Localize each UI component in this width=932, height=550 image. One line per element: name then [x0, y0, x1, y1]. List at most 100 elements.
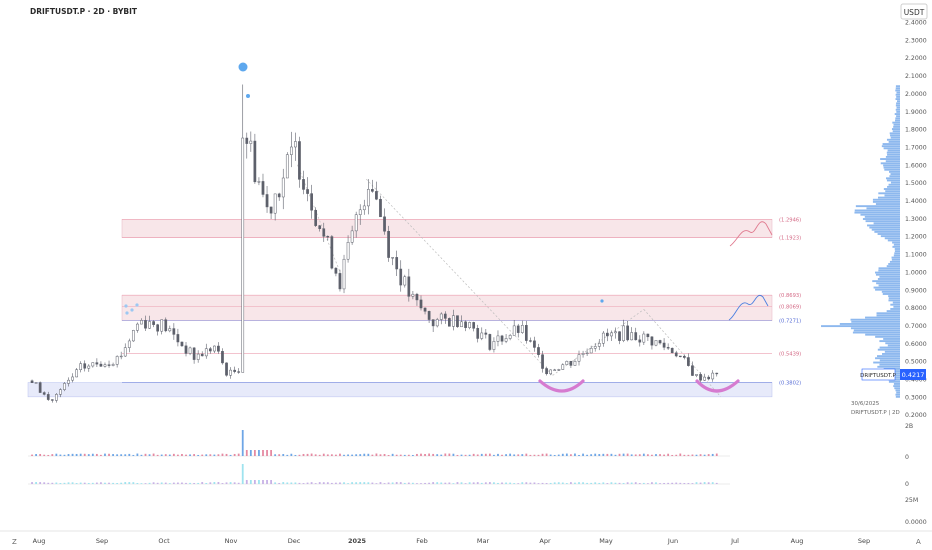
- profile-bar: [888, 263, 900, 265]
- profile-bar: [890, 303, 900, 306]
- fib-labels: (1.2946) (1.1923) (0.8693) (0.8069) (0.7271)…: [779, 217, 801, 386]
- candle-body: [289, 146, 293, 155]
- volume-bar-secondary: [322, 482, 325, 484]
- volume-bar: [193, 454, 196, 456]
- volume-bar: [428, 453, 431, 456]
- volume-bar-secondary: [108, 482, 110, 484]
- candle-body: [383, 216, 386, 232]
- volume-bar: [104, 453, 106, 456]
- candle-body: [156, 324, 159, 332]
- profile-bar: [852, 331, 900, 334]
- volume-bar: [282, 454, 285, 456]
- volume-bar: [83, 453, 86, 456]
- volume-bar-secondary: [306, 482, 309, 484]
- profile-bar: [895, 393, 900, 396]
- volume-bar: [217, 454, 220, 456]
- zone-pink: [121, 219, 773, 238]
- volume-bar: [237, 453, 240, 456]
- candle-body: [318, 225, 322, 229]
- candle-body: [273, 193, 277, 214]
- volume-bar: [667, 453, 670, 456]
- volume-bar: [91, 453, 94, 456]
- volume-bar: [120, 454, 123, 456]
- candle-body: [411, 293, 415, 297]
- volume-bar-secondary: [651, 482, 653, 484]
- current-symbol-badge: [861, 368, 896, 381]
- volume-bar-secondary: [363, 482, 366, 484]
- profile-bar: [877, 278, 900, 280]
- price-tick-label: 1.7000: [905, 144, 927, 151]
- price-scale[interactable]: 2.4000 2.3000 2.2000 2.1000 2.0000 1.9000 1.80…: [905, 20, 927, 420]
- candle-body: [38, 382, 42, 393]
- volume-bar-secondary: [262, 480, 264, 484]
- watermark-date: 30/6/2025: [851, 401, 880, 407]
- volume-bar: [383, 454, 386, 456]
- may-marker: [600, 299, 604, 303]
- volume-bar: [529, 454, 532, 456]
- volume-bar: [468, 454, 471, 456]
- candle-body: [75, 369, 78, 378]
- volume-bar-secondary: [578, 482, 580, 484]
- volume-bar-secondary: [278, 482, 281, 484]
- volume-bar-secondary: [31, 482, 33, 484]
- profile-bar: [892, 121, 900, 124]
- volume-bar: [51, 454, 54, 456]
- volume-bar: [517, 454, 520, 456]
- candle-body: [650, 336, 654, 346]
- volume-bar-secondary: [55, 482, 58, 484]
- candle-body: [448, 318, 451, 327]
- price-tick-label: 1.9000: [905, 109, 927, 116]
- volume-bar-secondary: [172, 482, 175, 484]
- volume-bar: [448, 453, 451, 456]
- bottom-arc-april: [538, 379, 585, 393]
- profile-bar: [884, 194, 900, 197]
- candle-body: [281, 177, 285, 198]
- profile-bar: [875, 273, 900, 276]
- candle-body: [184, 345, 188, 354]
- volume-bar-secondary: [326, 482, 329, 484]
- volume-bar-secondary: [120, 482, 123, 484]
- profile-bar: [891, 128, 900, 130]
- candle-body: [229, 369, 232, 376]
- volume-bar: [411, 454, 414, 456]
- sep-marker: [135, 303, 139, 307]
- volume-bar: [148, 454, 151, 456]
- volume-bar-secondary: [570, 482, 572, 484]
- candle-body: [350, 230, 354, 243]
- watermark-symbol: DRIFTUSDT.P | 2D: [851, 410, 900, 416]
- volume-bar-secondary: [602, 482, 605, 484]
- candle-body: [573, 360, 577, 366]
- candle-body: [427, 311, 431, 320]
- time-axis-label: Aug: [791, 537, 804, 545]
- profile-bar: [839, 323, 900, 325]
- time-axis[interactable]: Aug Sep Oct Nov Dec 2025 Feb Mar Apr May Jun Jul Aug…: [33, 537, 870, 545]
- volume-bar: [533, 454, 536, 456]
- profile-bar: [862, 218, 900, 220]
- candle-body: [541, 354, 544, 369]
- volume-bar-secondary: [128, 482, 131, 484]
- volume-bar-secondary: [428, 482, 431, 484]
- volume-bar-secondary: [302, 483, 305, 484]
- candle-body: [306, 189, 309, 194]
- sep-marker: [124, 304, 128, 308]
- volume-bar-secondary: [71, 482, 74, 484]
- volume-bar: [687, 454, 690, 456]
- candle-body: [50, 399, 54, 401]
- price-tick-label: 1.6000: [905, 162, 927, 169]
- profile-bar: [876, 312, 900, 315]
- volume-bar: [501, 454, 503, 456]
- profile-bar: [877, 365, 900, 368]
- volume-bar: [586, 454, 589, 456]
- candlestick-series: [30, 84, 719, 403]
- currency-button[interactable]: [900, 3, 928, 20]
- time-axis-label: Dec: [288, 537, 301, 545]
- volume-bar-secondary: [598, 482, 601, 484]
- candle-body: [419, 299, 423, 309]
- candle-body: [204, 348, 208, 357]
- profile-bar: [860, 213, 900, 216]
- volume-bar: [335, 454, 337, 456]
- candle-body: [140, 320, 143, 325]
- volume-bar: [399, 454, 402, 456]
- trend-line: [366, 178, 553, 376]
